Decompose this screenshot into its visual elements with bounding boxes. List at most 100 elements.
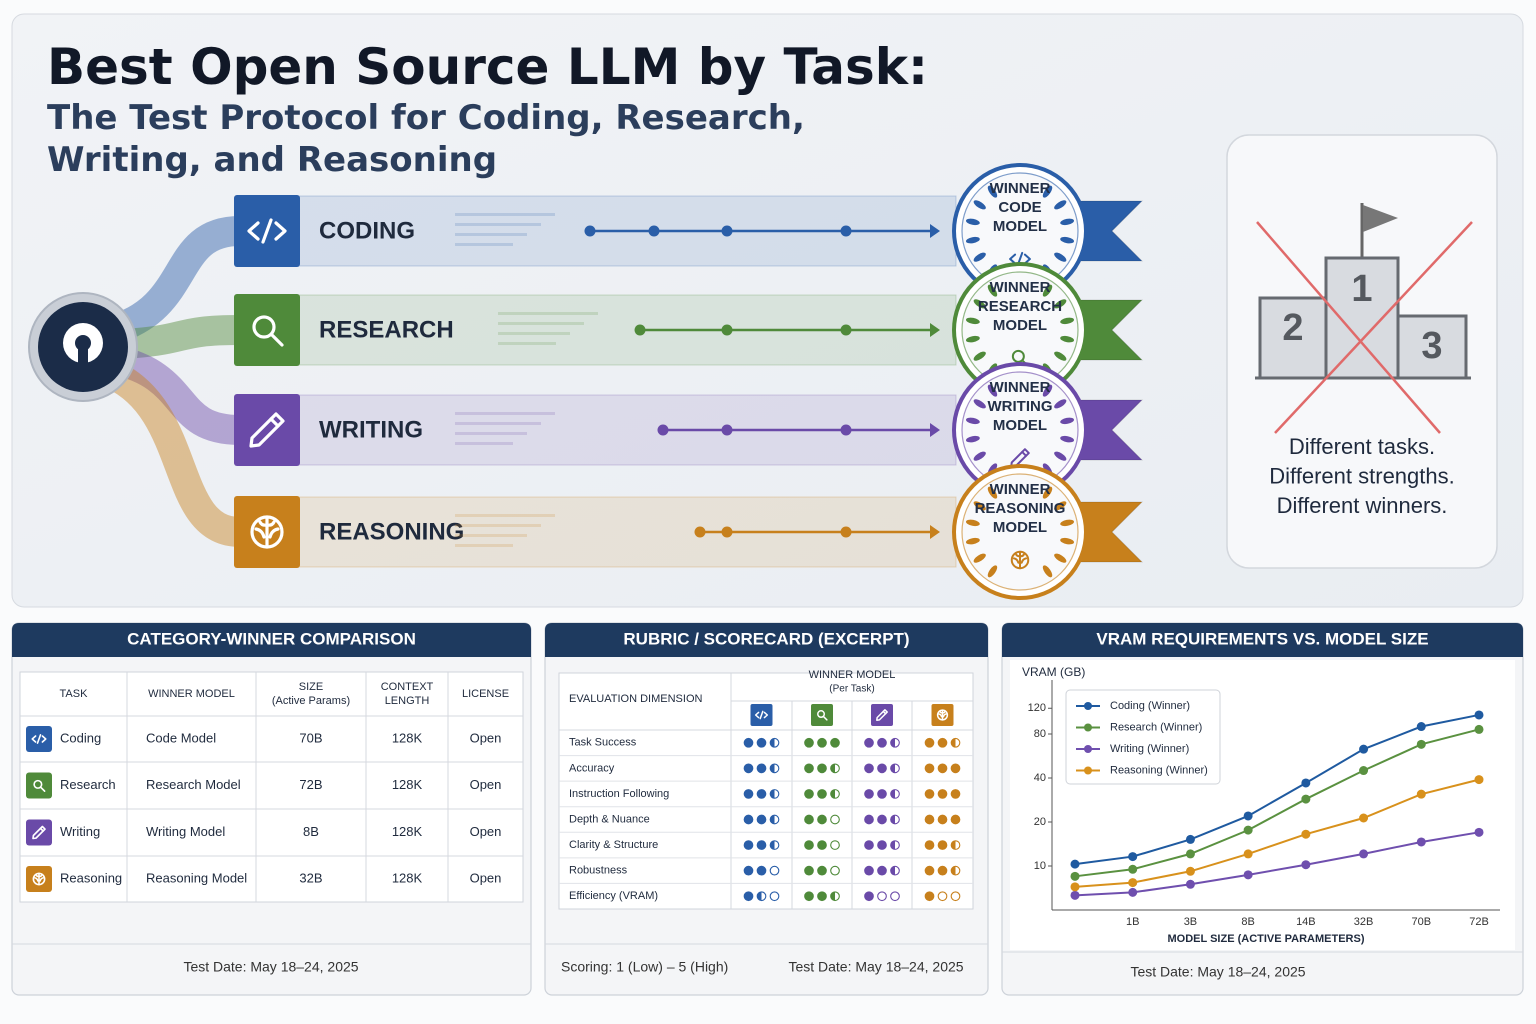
arrow-dot bbox=[584, 225, 596, 237]
footer: Test Date: May 18–24, 2025 bbox=[1130, 964, 1305, 980]
laurel-leaf bbox=[973, 399, 986, 409]
icon bbox=[33, 779, 43, 789]
dot bbox=[924, 814, 935, 825]
table-cell: 32B bbox=[299, 870, 322, 885]
decor bbox=[455, 223, 541, 226]
dot bbox=[937, 891, 948, 902]
table-cell: Coding bbox=[60, 730, 101, 745]
score-dots bbox=[864, 814, 900, 825]
laurel-leaf bbox=[1054, 252, 1067, 262]
dot bbox=[830, 865, 840, 876]
dot bbox=[864, 891, 874, 902]
dot bbox=[924, 737, 935, 748]
task-icon-box bbox=[234, 294, 300, 366]
laurel-leaf bbox=[1054, 501, 1067, 511]
dimension: Robustness bbox=[569, 865, 628, 877]
panel-header bbox=[12, 623, 531, 657]
column-header: LICENSE bbox=[462, 688, 509, 700]
arrow-head bbox=[930, 224, 940, 238]
podium-number: 2 bbox=[1282, 307, 1303, 349]
dot-half bbox=[770, 738, 775, 748]
icon bbox=[1012, 553, 1028, 564]
icon bbox=[274, 221, 287, 241]
series-line bbox=[1074, 728, 1480, 878]
dot bbox=[743, 865, 754, 876]
laurel-leaf bbox=[1042, 486, 1053, 499]
dot bbox=[950, 763, 961, 774]
table-cell: Open bbox=[470, 824, 502, 839]
laurel-leaf bbox=[973, 501, 986, 511]
laurel-leaf bbox=[1060, 236, 1075, 244]
laurel-leaf bbox=[965, 537, 980, 545]
dot-half bbox=[951, 840, 956, 850]
laurel-leaf bbox=[1060, 537, 1075, 545]
column-header: EVALUATION DIMENSION bbox=[569, 693, 703, 705]
icon bbox=[34, 874, 44, 882]
task-label: CODING bbox=[319, 217, 415, 244]
legend-dot bbox=[1084, 702, 1092, 710]
column-header: CONTEXT bbox=[381, 681, 434, 693]
score-dots bbox=[924, 789, 961, 799]
dot bbox=[864, 840, 874, 850]
icon bbox=[39, 786, 46, 792]
table-cell: Open bbox=[470, 777, 502, 792]
laurel-leaf bbox=[965, 335, 980, 343]
decor bbox=[455, 233, 527, 236]
podium-caption: Different winners. bbox=[1277, 493, 1448, 518]
x-tick-label: 8B bbox=[1241, 916, 1254, 928]
score-dots bbox=[743, 840, 780, 850]
dot bbox=[937, 789, 948, 799]
panel-title: RUBRIC / SCORECARD (EXCERPT) bbox=[623, 629, 909, 648]
icon bbox=[876, 709, 888, 721]
content: CODING RESEARCH WRITING REASONING WINNER CODE… bbox=[11, 134, 1524, 996]
icon bbox=[1023, 253, 1031, 265]
series-point bbox=[1243, 870, 1253, 880]
cross bbox=[1274, 221, 1473, 434]
decor bbox=[455, 422, 541, 425]
badge-text: WINNER bbox=[990, 279, 1051, 296]
dot bbox=[817, 865, 827, 876]
decor bbox=[455, 213, 555, 216]
dot-half bbox=[770, 789, 775, 799]
dot bbox=[756, 789, 767, 799]
series-point bbox=[1474, 827, 1484, 837]
dot bbox=[830, 737, 840, 748]
arrow-dot bbox=[648, 225, 660, 237]
icon bbox=[817, 710, 826, 719]
series-point bbox=[1301, 829, 1311, 839]
dot bbox=[743, 814, 754, 825]
connector bbox=[98, 359, 255, 547]
dimension: Clarity & Structure bbox=[569, 839, 658, 851]
footer: Scoring: 1 (Low) – 5 (High) bbox=[561, 959, 728, 975]
dot bbox=[756, 814, 767, 825]
table-cell: Writing bbox=[60, 824, 100, 839]
legend-label: Writing (Winner) bbox=[1110, 743, 1189, 755]
laurel-leaf bbox=[987, 565, 998, 578]
dot-half bbox=[830, 789, 835, 799]
series-point bbox=[1243, 811, 1253, 821]
laurel-leaf bbox=[1060, 317, 1075, 325]
series-point bbox=[1128, 864, 1138, 874]
table-cell: Open bbox=[470, 870, 502, 885]
dot bbox=[924, 789, 935, 799]
dot bbox=[877, 865, 887, 876]
arrow-dot bbox=[634, 324, 646, 336]
score-dots bbox=[804, 789, 840, 799]
series-point bbox=[1416, 837, 1426, 847]
laurel-leaf bbox=[1054, 299, 1067, 309]
dot bbox=[924, 763, 935, 774]
dot bbox=[830, 840, 840, 850]
table-cell: Open bbox=[470, 730, 502, 745]
podium-number: 1 bbox=[1351, 268, 1372, 310]
laurel-leaf bbox=[965, 417, 980, 425]
column-header: SIZE bbox=[299, 681, 323, 693]
y-tick-label: 120 bbox=[1028, 702, 1046, 714]
y-tick-label: 80 bbox=[1034, 728, 1046, 740]
dot bbox=[864, 789, 874, 799]
score-dots bbox=[864, 891, 900, 902]
icon bbox=[41, 735, 47, 743]
icon bbox=[269, 332, 284, 347]
dot bbox=[743, 789, 754, 799]
connector bbox=[98, 344, 255, 445]
dot-half bbox=[890, 764, 895, 773]
